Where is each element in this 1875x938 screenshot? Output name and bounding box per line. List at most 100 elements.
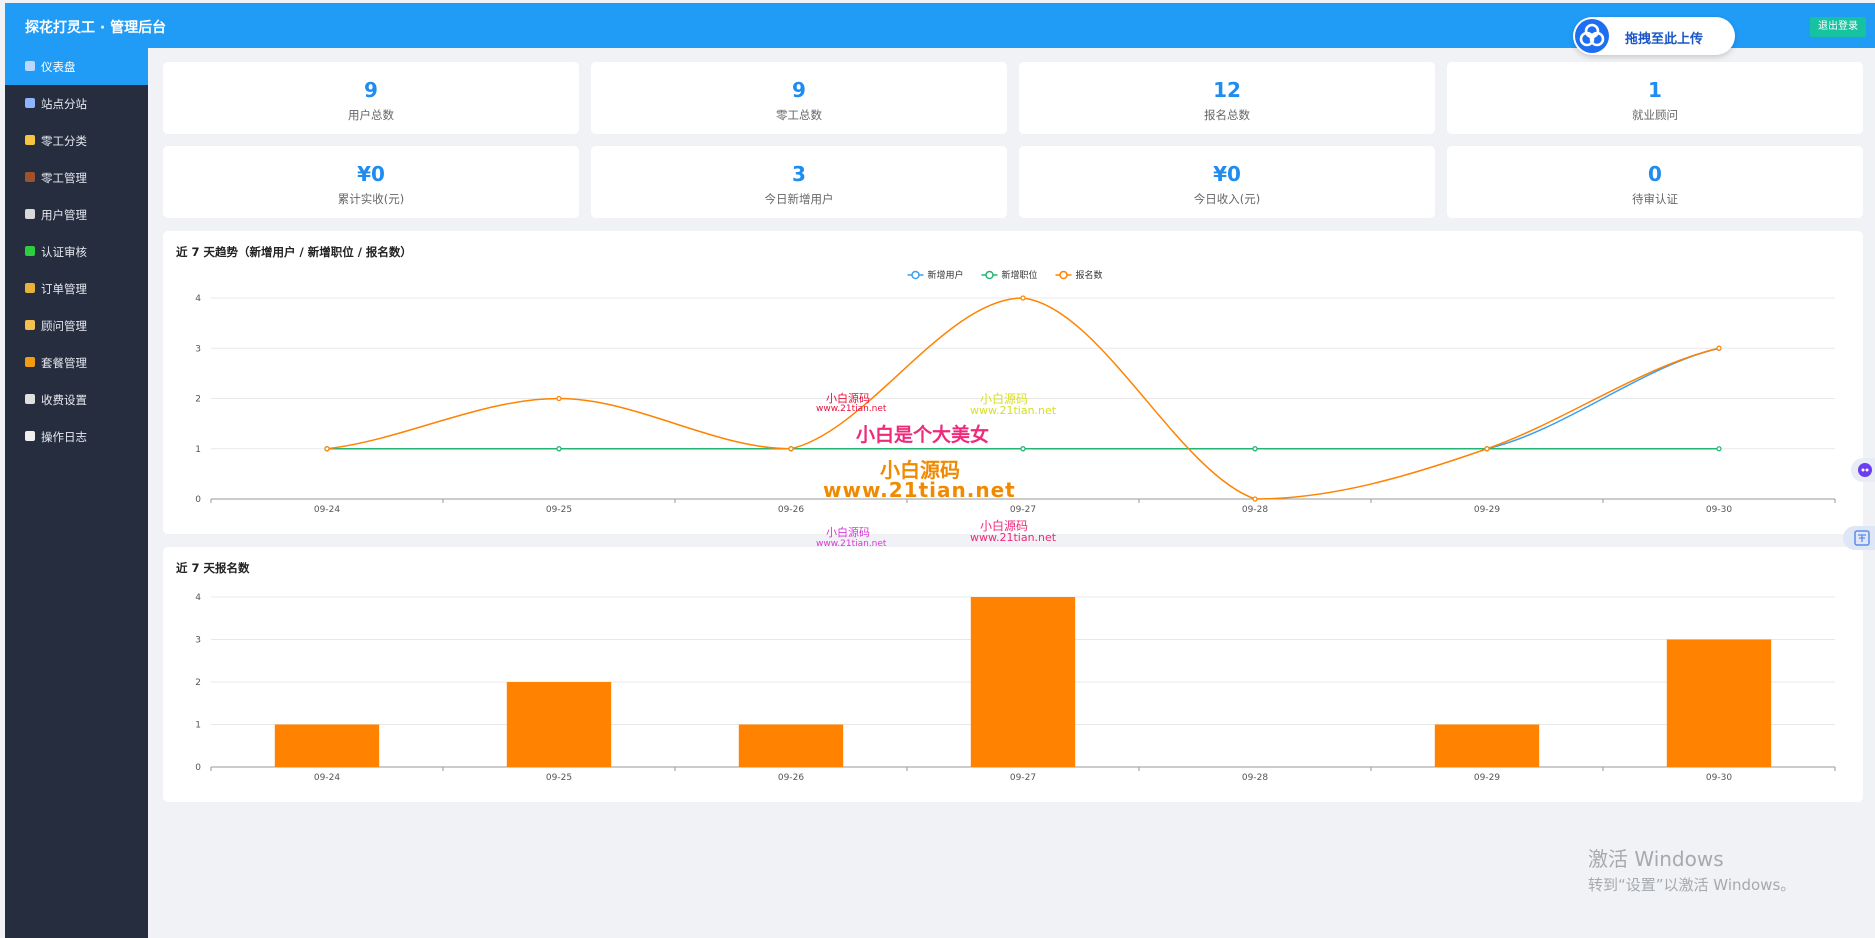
- sidebar-item-packages[interactable]: 套餐管理: [5, 344, 148, 381]
- bar-chart-icon: [25, 98, 35, 108]
- legend-label: 新增职位: [1002, 269, 1038, 281]
- data-point: [1484, 446, 1490, 452]
- trend-line-chart: 0 1 2 3 4 09-24 09-25 09-26 09-27 09-28 09-29 09-30…: [195, 269, 1836, 515]
- y-tick-label: 0: [195, 763, 201, 773]
- sidebar: 仪表盘 站点分站 零工分类 零工管理 用户管理 认证审核 订单管理 顾问管理 套…: [5, 48, 148, 938]
- x-tick-label: 09-25: [546, 505, 572, 515]
- stat-value: 0: [1648, 162, 1662, 186]
- bar: [274, 724, 380, 767]
- sidebar-item-fee-settings[interactable]: 收费设置: [5, 381, 148, 418]
- y-tick-label: 4: [195, 294, 201, 304]
- stat-card-pending-verification: 0 待审认证: [1447, 146, 1863, 218]
- user-icon: [25, 209, 35, 219]
- gear-icon: [25, 394, 35, 404]
- robot-icon: [1858, 463, 1872, 477]
- sidebar-item-sites[interactable]: 站点分站: [5, 85, 148, 122]
- stat-label: 今日收入(元): [1193, 192, 1261, 206]
- stat-value: 1: [1648, 78, 1662, 102]
- stat-card-users: 9 用户总数: [163, 62, 579, 134]
- stat-card-income-today: ¥0 今日收入(元): [1019, 146, 1435, 218]
- cloud-upload-icon: [1575, 19, 1609, 53]
- dashboard-icon: [25, 61, 35, 71]
- y-tick-label: 3: [195, 344, 201, 354]
- y-tick-label: 1: [195, 445, 201, 455]
- x-tick-label: 09-27: [1010, 773, 1036, 783]
- sidebar-item-categories[interactable]: 零工分类: [5, 122, 148, 159]
- trend-chart-card: 近 7 天趋势（新增用户 / 新增职位 / 报名数） 0 1 2 3 4 09-24 09-…: [163, 231, 1863, 534]
- briefcase-icon: [25, 172, 35, 182]
- upload-drop-zone[interactable]: 拖拽至此上传: [1573, 17, 1735, 55]
- sidebar-item-label: 订单管理: [41, 282, 87, 296]
- x-tick-label: 09-30: [1706, 773, 1732, 783]
- gift-icon: [25, 357, 35, 367]
- sidebar-item-label: 套餐管理: [41, 356, 87, 370]
- bar-chart-title: 近 7 天报名数: [176, 561, 250, 575]
- translate-float-button[interactable]: [1843, 526, 1875, 550]
- x-tick-label: 09-26: [778, 773, 804, 783]
- sidebar-item-dashboard[interactable]: 仪表盘: [5, 48, 148, 85]
- stat-label: 今日新增用户: [764, 192, 834, 206]
- sidebar-item-label: 操作日志: [41, 430, 87, 444]
- y-tick-label: 3: [195, 636, 201, 646]
- sidebar-item-label: 零工分类: [41, 134, 87, 148]
- stat-value: ¥0: [1213, 162, 1241, 186]
- data-point: [324, 446, 330, 452]
- windows-activation-title: 激活 Windows: [1588, 847, 1724, 871]
- data-point: [788, 446, 794, 452]
- sidebar-item-label: 站点分站: [41, 97, 87, 111]
- logout-button[interactable]: 退出登录: [1810, 17, 1866, 37]
- stat-label: 用户总数: [348, 108, 394, 122]
- data-point: [1020, 295, 1026, 301]
- bar: [970, 597, 1076, 767]
- data-point: [1716, 446, 1722, 452]
- bar: [1666, 639, 1772, 767]
- x-tick-label: 09-28: [1242, 505, 1268, 515]
- data-point: [1252, 446, 1258, 452]
- x-tick-label: 09-25: [546, 773, 572, 783]
- x-tick-label: 09-24: [314, 773, 340, 783]
- document-icon: [25, 431, 35, 441]
- stat-value: 3: [792, 162, 806, 186]
- trend-chart-title: 近 7 天趋势（新增用户 / 新增职位 / 报名数）: [176, 245, 412, 259]
- x-tick-label: 09-26: [778, 505, 804, 515]
- folder-icon: [25, 135, 35, 145]
- applications-bar-chart: 0 1 2 3 4 09-24 09-25 09-26 09-27 09-28 09-29 09-30: [195, 593, 1836, 783]
- sidebar-item-verification[interactable]: 认证审核: [5, 233, 148, 270]
- heart-hands-icon: [25, 320, 35, 330]
- stat-label: 零工总数: [776, 108, 822, 122]
- sidebar-item-label: 收费设置: [41, 393, 87, 407]
- sidebar-item-label: 仪表盘: [41, 60, 76, 74]
- app-title: 探花打灵工 · 管理后台: [25, 20, 167, 36]
- data-point: [1020, 446, 1026, 452]
- y-tick-label: 2: [195, 395, 201, 405]
- stat-value: 9: [364, 78, 378, 102]
- sidebar-item-logs[interactable]: 操作日志: [5, 418, 148, 455]
- legend-label: 报名数: [1076, 269, 1103, 281]
- windows-activation-subtitle: 转到“设置”以激活 Windows。: [1588, 876, 1796, 894]
- stat-label: 待审认证: [1632, 192, 1678, 206]
- stat-value: 12: [1213, 78, 1241, 102]
- y-tick-label: 2: [195, 678, 201, 688]
- translate-icon: [1854, 530, 1870, 546]
- assistant-float-button[interactable]: [1851, 458, 1875, 482]
- check-box-icon: [25, 246, 35, 256]
- bar: [738, 724, 844, 767]
- sidebar-item-orders[interactable]: 订单管理: [5, 270, 148, 307]
- stat-card-new-users-today: 3 今日新增用户: [591, 146, 1007, 218]
- y-tick-label: 0: [195, 495, 201, 505]
- sidebar-item-advisors[interactable]: 顾问管理: [5, 307, 148, 344]
- y-tick-label: 4: [195, 593, 201, 603]
- bar: [1434, 724, 1540, 767]
- sidebar-item-users[interactable]: 用户管理: [5, 196, 148, 233]
- x-tick-label: 09-30: [1706, 505, 1732, 515]
- stat-value: ¥0: [357, 162, 385, 186]
- legend-marker: [985, 270, 994, 280]
- x-tick-label: 09-27: [1010, 505, 1036, 515]
- data-point: [556, 395, 562, 402]
- stat-label: 报名总数: [1204, 108, 1250, 122]
- sidebar-item-gigs[interactable]: 零工管理: [5, 159, 148, 196]
- sidebar-item-label: 用户管理: [41, 208, 87, 222]
- stat-value: 9: [792, 78, 806, 102]
- data-point: [1252, 496, 1258, 502]
- top-bar: 探花打灵工 · 管理后台 退出登录: [5, 3, 1875, 48]
